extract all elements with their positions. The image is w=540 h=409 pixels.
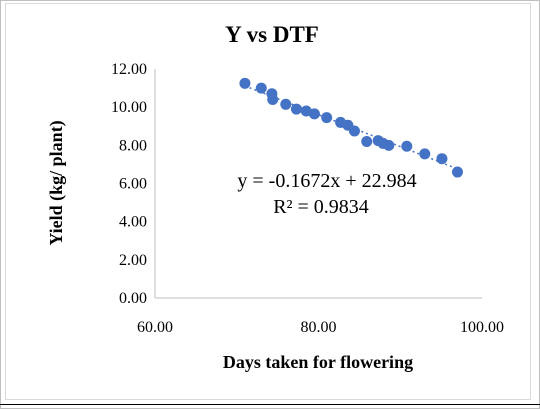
x-axis-title: Days taken for flowering [223, 352, 413, 372]
data-point [451, 166, 463, 178]
x-tick-label: 60.00 [137, 319, 173, 336]
data-point [255, 82, 267, 94]
y-tick-label: 2.00 [119, 252, 147, 269]
data-point [419, 148, 431, 160]
y-tick-labels: 0.00 2.00 4.00 6.00 8.00 10.00 12.00 [111, 61, 147, 307]
x-tick-label: 100.00 [460, 319, 504, 336]
data-point [348, 125, 360, 137]
data-point [290, 103, 302, 115]
data-points [239, 77, 463, 178]
data-point [401, 140, 413, 152]
data-point [280, 98, 292, 110]
plot-axes [154, 69, 482, 299]
data-point [361, 136, 373, 148]
y-tick-label: 0.00 [119, 290, 147, 307]
data-point [239, 77, 251, 89]
data-point [308, 108, 320, 120]
y-tick-label: 10.00 [111, 99, 147, 116]
data-point [267, 94, 279, 106]
y-tick-label: 8.00 [119, 137, 147, 154]
y-tick-label: 4.00 [119, 214, 147, 231]
y-tick-label: 6.00 [119, 176, 147, 193]
trendline-equation: y = -0.1672x + 22.984 [237, 170, 416, 192]
data-point [383, 139, 395, 151]
x-tick-label: 80.00 [301, 319, 337, 336]
chart-title: Y vs DTF [225, 22, 319, 47]
chart-border [5, 3, 531, 400]
r-squared-label: R² = 0.9834 [273, 196, 369, 218]
data-point [321, 112, 333, 124]
y-axis-title: Yield (kg/ plant) [46, 120, 67, 245]
data-point [436, 153, 448, 165]
y-tick-label: 12.00 [111, 61, 147, 78]
x-tick-labels: 60.00 80.00 100.00 [137, 319, 504, 336]
